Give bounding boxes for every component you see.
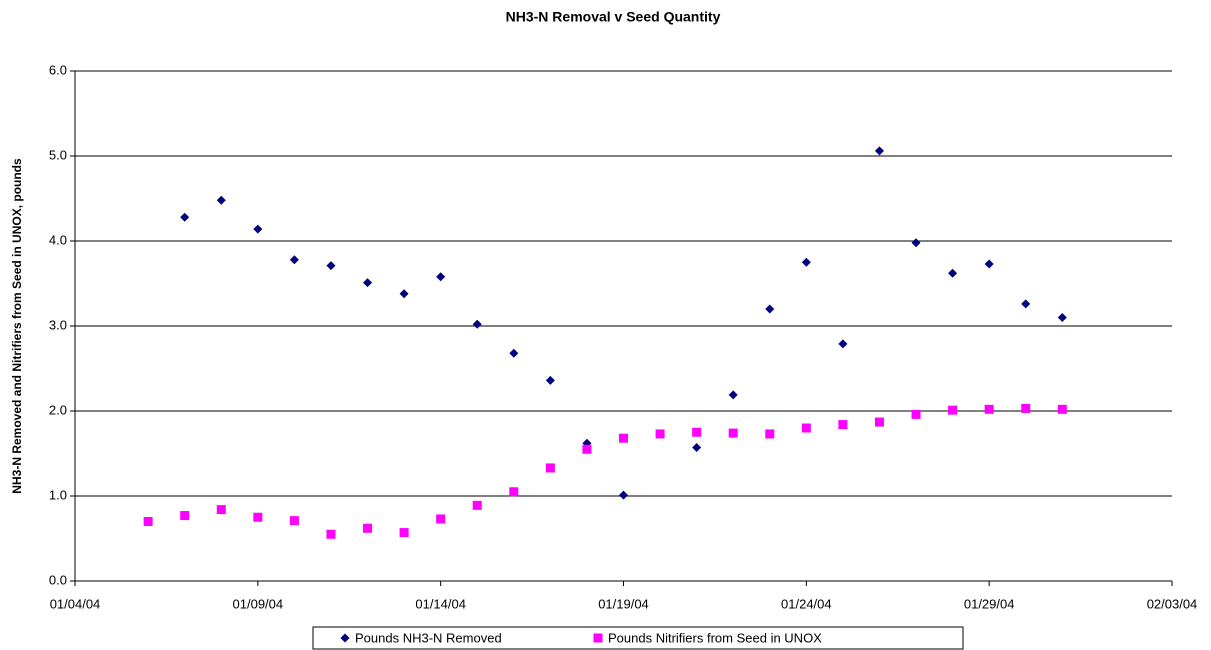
- data-point: [289, 516, 299, 526]
- data-point: [143, 517, 153, 526]
- data-point: [948, 405, 958, 415]
- data-point: [984, 259, 994, 269]
- data-point: [399, 289, 409, 299]
- data-point: [436, 514, 446, 524]
- data-point: [838, 420, 848, 430]
- data-point: [216, 195, 226, 205]
- legend-box: [312, 626, 964, 650]
- x-tick-label: 01/24/04: [781, 596, 832, 611]
- data-point: [509, 348, 519, 358]
- data-point: [619, 490, 628, 500]
- legend-marker: [340, 633, 350, 643]
- data-point: [1021, 299, 1031, 309]
- data-point: [472, 319, 482, 329]
- y-tick-label: 3.0: [49, 317, 67, 332]
- data-point: [692, 443, 702, 453]
- x-tick-label: 01/19/04: [598, 596, 649, 611]
- y-axis-label: NH3-N Removed and Nitrifiers from Seed i…: [10, 158, 24, 494]
- y-tick-label: 6.0: [49, 62, 67, 77]
- data-point: [838, 339, 848, 349]
- x-tick-label: 01/14/04: [415, 596, 466, 611]
- data-point: [911, 409, 921, 419]
- data-point: [253, 224, 263, 234]
- data-point: [326, 529, 336, 539]
- data-point: [874, 417, 884, 427]
- y-tick-label: 2.0: [49, 402, 67, 417]
- data-point: [180, 511, 190, 521]
- data-point: [363, 523, 373, 533]
- data-point: [216, 505, 226, 515]
- data-point: [1057, 404, 1067, 414]
- data-point: [655, 429, 665, 439]
- data-point: [253, 512, 263, 522]
- y-tick-label: 0.0: [49, 572, 67, 587]
- x-tick-label: 01/04/04: [50, 596, 101, 611]
- y-tick-label: 1.0: [49, 487, 67, 502]
- data-point: [765, 429, 775, 439]
- legend-label: Pounds Nitrifiers from Seed in UNOX: [608, 630, 822, 645]
- data-point: [801, 423, 811, 433]
- data-point: [948, 268, 958, 278]
- data-point: [874, 146, 884, 156]
- y-tick-label: 5.0: [49, 147, 67, 162]
- x-tick-label: 01/09/04: [233, 596, 284, 611]
- data-point: [582, 444, 592, 454]
- data-point: [472, 500, 482, 510]
- data-point: [728, 428, 738, 438]
- data-point: [728, 390, 738, 400]
- data-point: [180, 212, 190, 222]
- data-point: [326, 261, 336, 271]
- legend-marker: [593, 633, 603, 643]
- data-point: [984, 404, 994, 414]
- data-point: [619, 433, 628, 443]
- data-point: [289, 255, 299, 265]
- y-tick-label: 4.0: [49, 232, 67, 247]
- legend-label: Pounds NH3-N Removed: [355, 630, 502, 645]
- data-point: [363, 278, 373, 288]
- data-point: [545, 463, 555, 473]
- data-point: [1021, 403, 1031, 413]
- x-tick-label: 01/29/04: [964, 596, 1015, 611]
- data-point: [509, 487, 519, 497]
- data-point: [1057, 313, 1067, 322]
- data-point: [692, 427, 702, 437]
- data-point: [801, 257, 811, 267]
- data-point: [911, 238, 921, 248]
- data-point: [436, 272, 446, 282]
- data-point: [399, 528, 409, 538]
- chart-title: NH3-N Removal v Seed Quantity: [506, 9, 721, 25]
- x-tick-label: 02/03/04: [1147, 596, 1198, 611]
- data-point: [545, 375, 555, 385]
- data-point: [765, 304, 775, 314]
